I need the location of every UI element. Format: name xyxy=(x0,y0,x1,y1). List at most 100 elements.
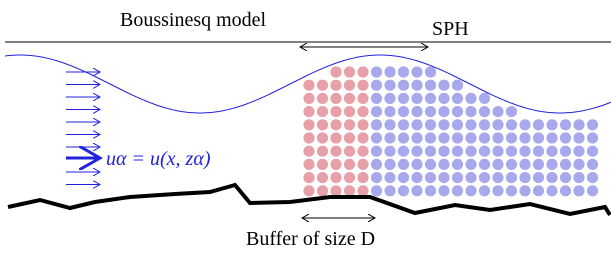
particle xyxy=(330,106,341,117)
particle xyxy=(492,146,503,157)
particle xyxy=(506,146,517,157)
particle xyxy=(411,146,422,157)
particle xyxy=(317,106,328,117)
particle xyxy=(411,172,422,183)
particle xyxy=(330,185,341,196)
velocity-label: uα = u(x, zα) xyxy=(106,148,211,170)
boussinesq-label: Boussinesq model xyxy=(120,9,267,31)
particle xyxy=(357,106,368,117)
particle xyxy=(438,93,449,104)
particle xyxy=(560,185,571,196)
particle xyxy=(492,185,503,196)
sph-label: SPH xyxy=(432,18,469,40)
particle xyxy=(425,80,436,91)
particle xyxy=(479,146,490,157)
particle xyxy=(452,106,463,117)
particle xyxy=(452,159,463,170)
particle xyxy=(452,119,463,130)
particle xyxy=(452,132,463,143)
particle xyxy=(506,106,517,117)
particle xyxy=(587,119,598,130)
particle xyxy=(411,106,422,117)
particle xyxy=(425,185,436,196)
particle xyxy=(317,119,328,130)
particle xyxy=(357,66,368,77)
particle xyxy=(330,132,341,143)
particle xyxy=(479,159,490,170)
particle xyxy=(479,172,490,183)
particle xyxy=(573,185,584,196)
particle xyxy=(438,132,449,143)
particle xyxy=(452,93,463,104)
particle xyxy=(398,172,409,183)
particle xyxy=(519,132,530,143)
particle xyxy=(438,146,449,157)
particle xyxy=(384,159,395,170)
particle xyxy=(330,146,341,157)
particle xyxy=(573,159,584,170)
particle xyxy=(519,146,530,157)
particle xyxy=(425,106,436,117)
particle xyxy=(371,185,382,196)
particle xyxy=(573,172,584,183)
particle xyxy=(303,106,314,117)
particle xyxy=(573,119,584,130)
particle xyxy=(533,119,544,130)
particle xyxy=(560,159,571,170)
particle xyxy=(479,106,490,117)
particle xyxy=(357,172,368,183)
particle xyxy=(330,159,341,170)
particle xyxy=(560,119,571,130)
particle xyxy=(317,146,328,157)
particle xyxy=(465,146,476,157)
particle xyxy=(357,159,368,170)
particle xyxy=(546,159,557,170)
particle xyxy=(506,185,517,196)
particle xyxy=(317,132,328,143)
particle xyxy=(465,132,476,143)
particle xyxy=(371,146,382,157)
particle xyxy=(371,106,382,117)
particle xyxy=(344,119,355,130)
particle xyxy=(317,93,328,104)
particle xyxy=(344,80,355,91)
particle xyxy=(465,93,476,104)
particle xyxy=(303,146,314,157)
particle xyxy=(411,66,422,77)
particle xyxy=(425,132,436,143)
particle xyxy=(384,172,395,183)
particle xyxy=(519,119,530,130)
particle xyxy=(371,80,382,91)
particle xyxy=(330,66,341,77)
buffer-label: Buffer of size D xyxy=(246,228,375,250)
particle xyxy=(560,132,571,143)
particle xyxy=(546,146,557,157)
particle xyxy=(303,185,314,196)
particle xyxy=(384,66,395,77)
particle xyxy=(411,119,422,130)
particle xyxy=(452,185,463,196)
particle xyxy=(492,159,503,170)
particle xyxy=(587,185,598,196)
particle xyxy=(465,185,476,196)
particle xyxy=(411,132,422,143)
particle xyxy=(357,185,368,196)
particle xyxy=(357,119,368,130)
particle xyxy=(425,146,436,157)
particle xyxy=(546,119,557,130)
particle xyxy=(398,146,409,157)
particle xyxy=(519,172,530,183)
particle xyxy=(573,132,584,143)
particle xyxy=(357,146,368,157)
particle xyxy=(492,119,503,130)
particle xyxy=(546,172,557,183)
particles xyxy=(303,66,598,196)
particle xyxy=(398,119,409,130)
particle xyxy=(398,93,409,104)
particle xyxy=(533,172,544,183)
particle xyxy=(344,159,355,170)
particle xyxy=(317,159,328,170)
particle xyxy=(384,93,395,104)
particle xyxy=(344,185,355,196)
particle xyxy=(398,106,409,117)
